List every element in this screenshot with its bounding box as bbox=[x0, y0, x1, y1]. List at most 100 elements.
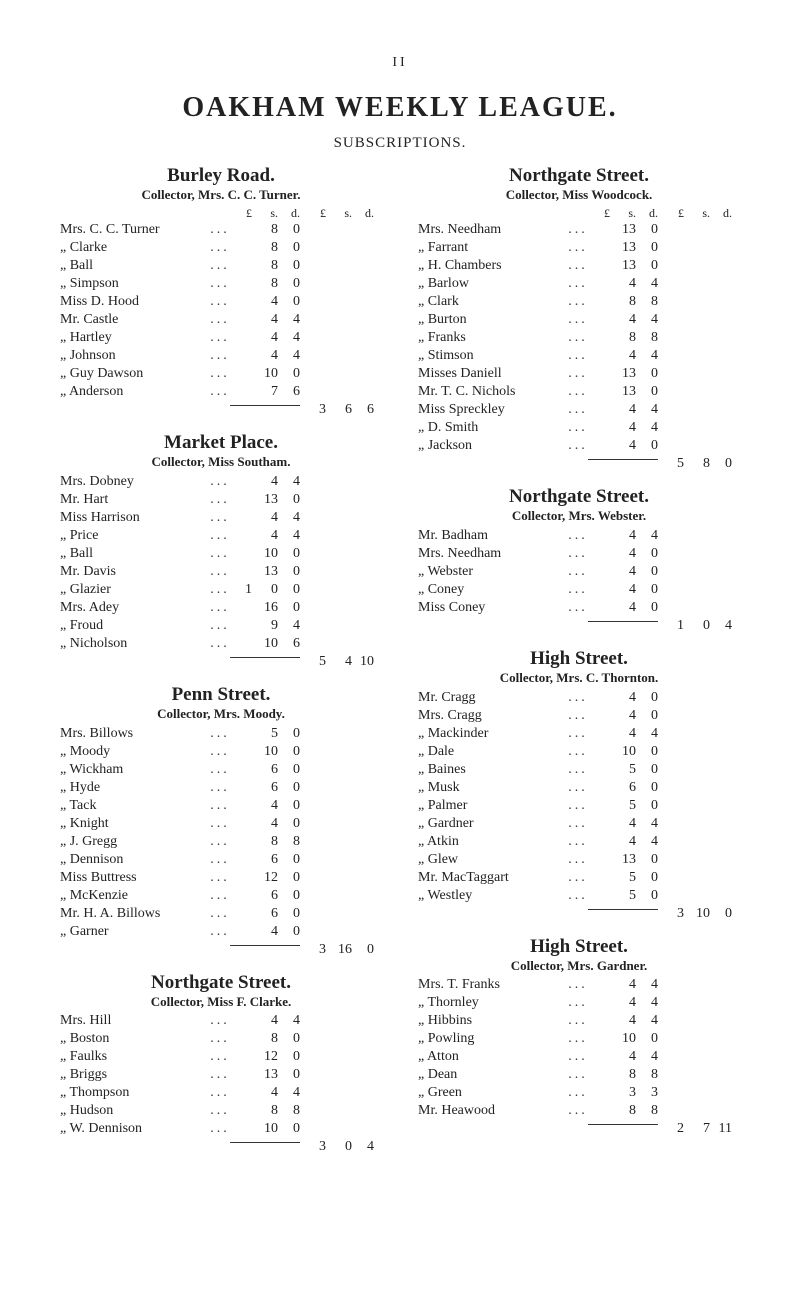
amount-shillings: 10 bbox=[252, 637, 278, 652]
total-L: 5 bbox=[658, 457, 684, 472]
amount-pence: 4 bbox=[636, 277, 658, 292]
subscriber-name: Miss D. Hood bbox=[60, 295, 210, 310]
total-L: 2 bbox=[658, 1122, 684, 1137]
subscription-row: Mr. Castle...44 bbox=[60, 313, 382, 331]
subscriber-name: „ Palmer bbox=[418, 799, 568, 814]
amount-pence: 0 bbox=[278, 745, 300, 760]
subscription-row: Mrs. Hill...44 bbox=[60, 1014, 382, 1032]
total-s: 0 bbox=[326, 1140, 352, 1155]
amount-pence: 0 bbox=[278, 1032, 300, 1047]
total-d: 0 bbox=[710, 907, 732, 922]
subscription-row: „ Webster...40 bbox=[418, 565, 740, 583]
leader-dots: ... bbox=[210, 619, 230, 634]
subscriber-name: Mr. Heawood bbox=[418, 1104, 568, 1119]
total-s: 7 bbox=[684, 1122, 710, 1137]
amount-shillings: 4 bbox=[610, 1014, 636, 1029]
subscriber-name: „ Simpson bbox=[60, 277, 210, 292]
amount-shillings: 4 bbox=[610, 421, 636, 436]
leader-dots: ... bbox=[568, 295, 588, 310]
section-high-gardner: High Street. Collector, Mrs. Gardner. Mr… bbox=[418, 937, 740, 1141]
amount-shillings: 4 bbox=[610, 978, 636, 993]
subscription-row: „ Simpson...80 bbox=[60, 277, 382, 295]
subscription-row: Mrs. Needham...40 bbox=[418, 547, 740, 565]
subscriber-name: Mr. Cragg bbox=[418, 691, 568, 706]
section-subtitle: Collector, Mrs. Gardner. bbox=[418, 959, 740, 973]
subscriber-name: „ Clark bbox=[418, 295, 568, 310]
col-pounds-outer: £ bbox=[658, 207, 684, 220]
amount-shillings: 8 bbox=[252, 835, 278, 850]
subscriber-name: Mrs. Needham bbox=[418, 547, 568, 562]
amount-pence: 4 bbox=[278, 511, 300, 526]
total-d: 0 bbox=[710, 457, 732, 472]
amount-shillings: 4 bbox=[610, 349, 636, 364]
subscriber-name: Miss Harrison bbox=[60, 511, 210, 526]
leader-dots: ... bbox=[210, 1122, 230, 1137]
subscriber-name: „ Price bbox=[60, 529, 210, 544]
amount-pence: 4 bbox=[278, 529, 300, 544]
section-total: 1 0 4 bbox=[418, 619, 740, 637]
leader-dots: ... bbox=[210, 493, 230, 508]
amount-shillings: 4 bbox=[252, 295, 278, 310]
subscriber-name: Mr. H. A. Billows bbox=[60, 907, 210, 922]
total-d: 6 bbox=[352, 403, 374, 418]
rows: Mrs. T. Franks...44„ Thornley...44„ Hibb… bbox=[418, 978, 740, 1122]
currency-header: £ s. d. £ s. d. bbox=[418, 207, 740, 223]
leader-dots: ... bbox=[568, 763, 588, 778]
subscriber-name: „ Powling bbox=[418, 1032, 568, 1047]
subscriber-name: Mrs. C. C. Turner bbox=[60, 223, 210, 238]
amount-shillings: 8 bbox=[610, 1104, 636, 1119]
amount-pence: 0 bbox=[636, 547, 658, 562]
amount-pence: 4 bbox=[636, 349, 658, 364]
subscription-row: „ Coney...40 bbox=[418, 583, 740, 601]
subscriber-name: „ Guy Dawson bbox=[60, 367, 210, 382]
leader-dots: ... bbox=[568, 583, 588, 598]
section-total: 2 7 11 bbox=[418, 1122, 740, 1140]
subscriber-name: Miss Spreckley bbox=[418, 403, 568, 418]
subscriber-name: „ Ball bbox=[60, 547, 210, 562]
col-shillings-outer: s. bbox=[326, 207, 352, 220]
leader-dots: ... bbox=[210, 295, 230, 310]
subscription-row: „ Dean...88 bbox=[418, 1068, 740, 1086]
col-pounds-outer: £ bbox=[300, 207, 326, 220]
subscriber-name: „ Briggs bbox=[60, 1068, 210, 1083]
amount-shillings: 4 bbox=[252, 331, 278, 346]
subscription-row: „ Ball...100 bbox=[60, 547, 382, 565]
col-pence-outer: d. bbox=[710, 207, 732, 220]
amount-pence: 4 bbox=[636, 835, 658, 850]
col-shillings-inner: s. bbox=[610, 207, 636, 220]
total-L: 3 bbox=[300, 1140, 326, 1155]
amount-shillings: 0 bbox=[252, 583, 278, 598]
leader-dots: ... bbox=[210, 1014, 230, 1029]
subscription-row: „ Johnson...44 bbox=[60, 349, 382, 367]
leader-dots: ... bbox=[210, 745, 230, 760]
amount-pence: 0 bbox=[278, 601, 300, 616]
amount-pence: 0 bbox=[278, 295, 300, 310]
subscriber-name: Mr. T. C. Nichols bbox=[418, 385, 568, 400]
section-subtitle: Collector, Mrs. Moody. bbox=[60, 707, 382, 721]
leader-dots: ... bbox=[210, 1068, 230, 1083]
section-penn-street: Penn Street. Collector, Mrs. Moody. Mrs.… bbox=[60, 685, 382, 961]
leader-dots: ... bbox=[568, 889, 588, 904]
leader-dots: ... bbox=[210, 853, 230, 868]
total-d: 11 bbox=[710, 1122, 732, 1137]
subscriber-name: „ Dale bbox=[418, 745, 568, 760]
amount-pence: 0 bbox=[636, 439, 658, 454]
subscription-row: Mrs. Billows...50 bbox=[60, 727, 382, 745]
subscription-row: „ McKenzie...60 bbox=[60, 889, 382, 907]
subscription-row: „ Baines...50 bbox=[418, 763, 740, 781]
amount-pence: 4 bbox=[636, 313, 658, 328]
leader-dots: ... bbox=[568, 1032, 588, 1047]
amount-pence: 0 bbox=[278, 259, 300, 274]
leader-dots: ... bbox=[210, 601, 230, 616]
amount-pence: 0 bbox=[636, 889, 658, 904]
section-subtitle: Collector, Miss F. Clarke. bbox=[60, 995, 382, 1009]
amount-pence: 4 bbox=[278, 1086, 300, 1101]
subscription-row: „ Hibbins...44 bbox=[418, 1014, 740, 1032]
subscription-row: „ Jackson...40 bbox=[418, 439, 740, 457]
section-total: 5 8 0 bbox=[418, 457, 740, 475]
amount-shillings: 13 bbox=[610, 853, 636, 868]
amount-pence: 0 bbox=[278, 565, 300, 580]
subscription-row: „ Hudson...88 bbox=[60, 1104, 382, 1122]
amount-shillings: 4 bbox=[610, 835, 636, 850]
section-subtitle: Collector, Mrs. C. C. Turner. bbox=[60, 188, 382, 202]
